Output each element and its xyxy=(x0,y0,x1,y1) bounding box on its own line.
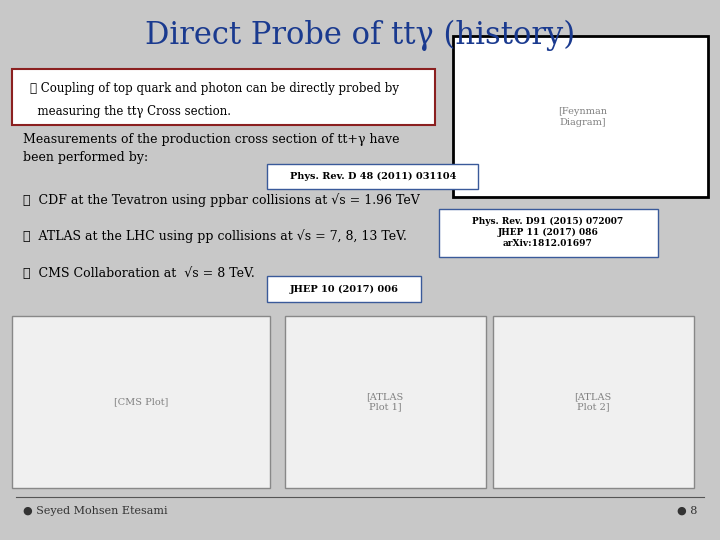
Text: measuring the ttγ Cross section.: measuring the ttγ Cross section. xyxy=(30,105,231,118)
FancyBboxPatch shape xyxy=(284,316,485,488)
Text: ● 8: ● 8 xyxy=(677,505,697,516)
Text: ❖  CDF at the Tevatron using ppbar collisions at √s = 1.96 TeV: ❖ CDF at the Tevatron using ppbar collis… xyxy=(23,194,420,207)
Text: [ATLAS
Plot 1]: [ATLAS Plot 1] xyxy=(366,392,404,411)
Text: ● Seyed Mohsen Etesami: ● Seyed Mohsen Etesami xyxy=(23,505,168,516)
FancyBboxPatch shape xyxy=(12,69,436,125)
Text: [Feynman
Diagram]: [Feynman Diagram] xyxy=(558,107,607,126)
Text: Phys. Rev. D91 (2015) 072007: Phys. Rev. D91 (2015) 072007 xyxy=(472,217,624,226)
Text: Phys. Rev. D 48 (2011) 031104: Phys. Rev. D 48 (2011) 031104 xyxy=(289,172,456,181)
FancyBboxPatch shape xyxy=(453,36,708,198)
Text: [ATLAS
Plot 2]: [ATLAS Plot 2] xyxy=(575,392,612,411)
FancyBboxPatch shape xyxy=(267,164,478,190)
FancyBboxPatch shape xyxy=(12,316,270,488)
Text: ❖  ATLAS at the LHC using pp collisions at √s = 7, 8, 13 TeV.: ❖ ATLAS at the LHC using pp collisions a… xyxy=(23,230,407,244)
FancyBboxPatch shape xyxy=(492,316,693,488)
Text: Direct Probe of ttγ (history): Direct Probe of ttγ (history) xyxy=(145,20,575,51)
FancyBboxPatch shape xyxy=(267,276,421,302)
Text: ❖ Coupling of top quark and photon can be directly probed by: ❖ Coupling of top quark and photon can b… xyxy=(30,82,399,95)
Text: been performed by:: been performed by: xyxy=(23,151,148,164)
Text: Measurements of the production cross section of tt+γ have: Measurements of the production cross sec… xyxy=(23,133,400,146)
Text: JHEP 11 (2017) 086: JHEP 11 (2017) 086 xyxy=(498,228,598,237)
Text: arXiv:1812.01697: arXiv:1812.01697 xyxy=(503,239,593,248)
FancyBboxPatch shape xyxy=(439,210,657,256)
Text: ❖  CMS Collaboration at  √s = 8 TeV.: ❖ CMS Collaboration at √s = 8 TeV. xyxy=(23,267,255,280)
Text: [CMS Plot]: [CMS Plot] xyxy=(114,397,168,406)
Text: JHEP 10 (2017) 006: JHEP 10 (2017) 006 xyxy=(289,285,399,294)
